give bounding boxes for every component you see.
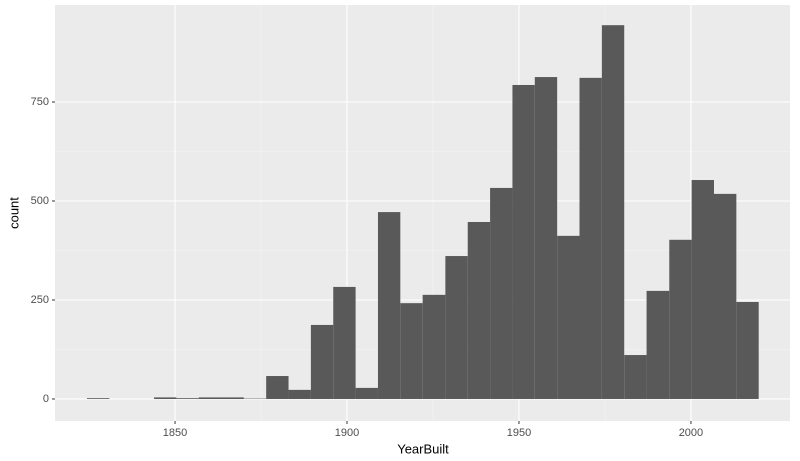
bar xyxy=(221,397,244,399)
bar xyxy=(669,239,692,399)
bar xyxy=(490,187,513,399)
bars xyxy=(86,25,759,399)
bar xyxy=(713,193,737,399)
x-tick-label: 2000 xyxy=(679,427,703,439)
axes: 0 250 500 750 1850 1900 1950 2000 xyxy=(31,96,704,439)
bar xyxy=(377,212,401,399)
bar xyxy=(198,397,222,399)
bar xyxy=(400,303,423,399)
y-tick-label: 250 xyxy=(31,294,49,306)
bar xyxy=(691,180,714,399)
y-tick-label: 500 xyxy=(31,195,49,207)
bar xyxy=(534,77,558,399)
x-tick-label: 1950 xyxy=(507,427,531,439)
bar xyxy=(86,398,110,399)
bar xyxy=(266,376,289,399)
bar xyxy=(624,355,647,399)
bar xyxy=(601,25,625,399)
bar xyxy=(557,235,580,399)
y-tick-label: 750 xyxy=(31,96,49,108)
y-axis-title: count xyxy=(6,197,21,229)
bar xyxy=(310,324,334,399)
x-axis-title: YearBuilt xyxy=(397,441,449,456)
bar xyxy=(154,397,177,399)
bar xyxy=(736,301,759,399)
bar xyxy=(646,290,670,399)
bar xyxy=(333,286,356,399)
bar xyxy=(512,84,535,399)
bar xyxy=(176,398,199,399)
bar xyxy=(579,77,602,399)
bar xyxy=(422,294,446,399)
x-tick-label: 1850 xyxy=(163,427,187,439)
y-tick-label: 0 xyxy=(43,393,49,405)
bar xyxy=(445,256,468,399)
x-tick-label: 1900 xyxy=(335,427,359,439)
bar xyxy=(467,221,491,399)
bar xyxy=(355,387,378,399)
bar xyxy=(288,389,311,399)
